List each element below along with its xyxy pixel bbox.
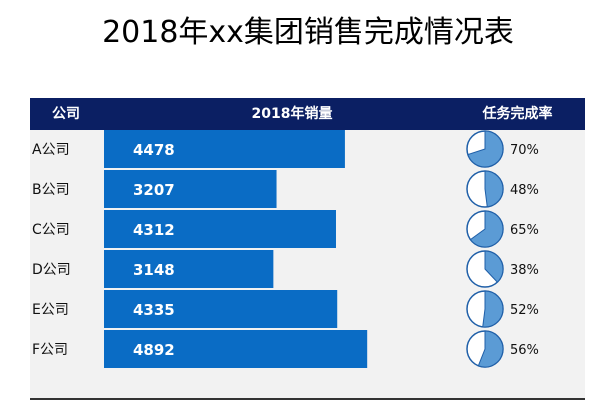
pie-slice (467, 130, 504, 168)
value-label: 3148 (133, 261, 175, 279)
category-label: F公司 (32, 342, 68, 358)
bar (104, 330, 368, 368)
rate-label: 56% (510, 343, 539, 358)
chart-area: A公司 4478 70% B公司 3207 48% C公司 4312 65% D公司 3148 38%… (30, 130, 585, 400)
pie-slice (469, 210, 504, 248)
chart-title: 2018年xx集团销售完成情况表 (102, 15, 514, 50)
category-label: B公司 (32, 182, 70, 198)
pie-slice (482, 290, 504, 328)
rate-label: 65% (510, 223, 539, 238)
category-label: D公司 (32, 262, 71, 278)
category-label: C公司 (32, 222, 70, 238)
rate-label: 70% (510, 143, 539, 158)
rate-label: 52% (510, 303, 539, 318)
category-label: A公司 (32, 142, 70, 158)
pie-slice (484, 170, 504, 208)
value-label: 4478 (133, 141, 175, 159)
rate-label: 48% (510, 183, 539, 198)
bar (104, 290, 338, 328)
value-label: 4335 (133, 301, 175, 319)
bottom-divider (30, 398, 585, 400)
bar (104, 130, 345, 168)
header-company: 公司 (52, 106, 80, 122)
bar (104, 210, 336, 248)
pie-slice (484, 250, 504, 283)
pie-slice (477, 330, 504, 368)
header-sales: 2018年销量 (251, 106, 333, 122)
bar (104, 250, 274, 288)
bar (104, 170, 277, 208)
value-label: 4892 (133, 341, 175, 359)
value-label: 3207 (133, 181, 175, 199)
rate-label: 38% (510, 263, 539, 278)
category-label: E公司 (32, 302, 69, 318)
table-header: 公司 2018年销量 任务完成率 (30, 98, 585, 130)
value-label: 4312 (133, 221, 175, 239)
header-rate: 任务完成率 (482, 106, 553, 122)
chart-svg: A公司 4478 70% B公司 3207 48% C公司 4312 65% D公司 3148 38%… (30, 130, 585, 400)
